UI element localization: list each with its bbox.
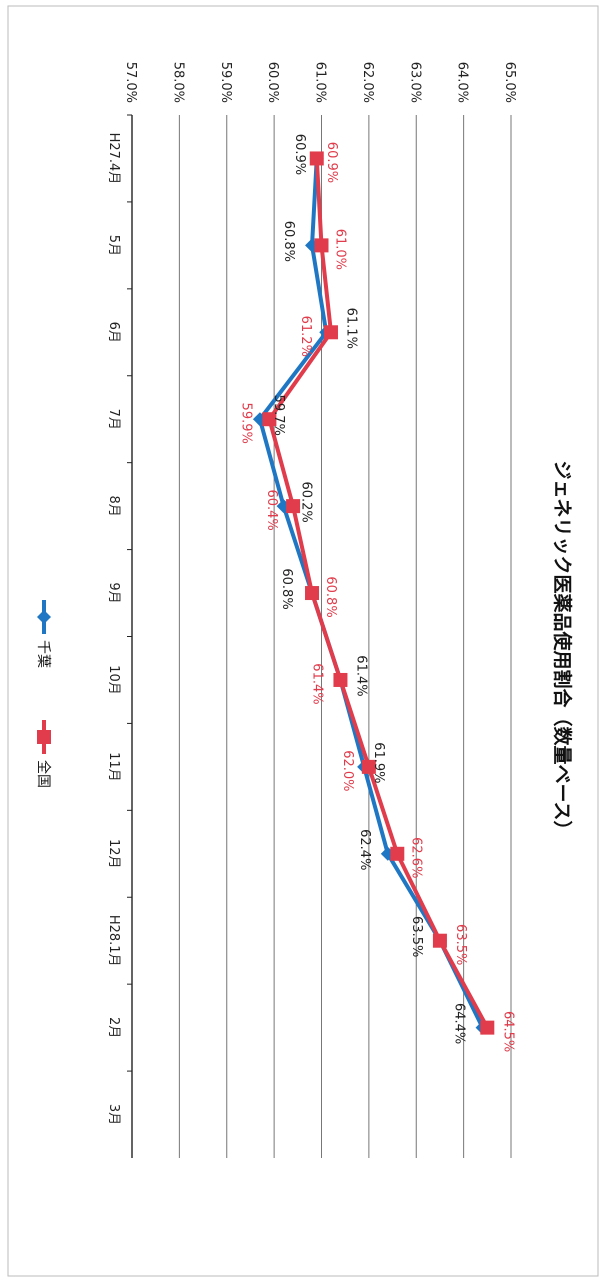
x-tick-label: H28.1月 bbox=[106, 915, 121, 967]
data-label: 61.4% bbox=[353, 655, 368, 696]
data-label: 60.9% bbox=[292, 134, 307, 175]
x-axis-ticks: H27.4月 5月 6月 7月 8月 9月 10月 11月 12月 H28.1月 2月 3月 bbox=[106, 114, 132, 1125]
data-label: 62.6% bbox=[408, 837, 423, 878]
x-tick-label: 12月 bbox=[106, 839, 121, 869]
data-label: 60.4% bbox=[264, 489, 279, 530]
x-tick-label: 9月 bbox=[106, 582, 121, 603]
data-labels: 60.9% 60.8% 61.1% 59.7% 60.2% 60.8% 61.4% 61.9%… bbox=[238, 134, 515, 1052]
y-tick-label: 65.0% bbox=[502, 62, 517, 103]
data-point bbox=[432, 933, 447, 948]
data-label: 61.9% bbox=[371, 742, 386, 783]
x-tick-label: 8月 bbox=[106, 495, 121, 516]
data-label: 60.2% bbox=[299, 481, 314, 522]
data-point bbox=[323, 325, 338, 340]
data-point bbox=[286, 499, 301, 514]
data-point bbox=[333, 672, 348, 687]
data-point bbox=[305, 586, 320, 601]
data-label: 61.2% bbox=[298, 316, 313, 357]
chart-frame bbox=[7, 5, 599, 1277]
y-tick-label: 62.0% bbox=[360, 62, 375, 103]
data-point bbox=[309, 151, 324, 166]
x-tick-label: 3月 bbox=[106, 1104, 121, 1125]
y-tick-label: 58.0% bbox=[170, 62, 185, 103]
y-tick-label: 60.0% bbox=[265, 62, 280, 103]
data-label: 60.9% bbox=[324, 142, 339, 183]
data-label: 64.5% bbox=[500, 1011, 515, 1052]
data-point bbox=[390, 846, 405, 861]
data-point bbox=[314, 238, 329, 253]
data-label: 59.9% bbox=[238, 403, 253, 444]
chart-title: ジェネリック医薬品使用割合（数量ベース） bbox=[551, 460, 574, 839]
legend-label: 全国 bbox=[35, 760, 52, 788]
x-tick-label: 2月 bbox=[106, 1017, 121, 1038]
data-label: 61.1% bbox=[343, 308, 358, 349]
data-point bbox=[262, 412, 277, 427]
series-group bbox=[252, 151, 495, 1035]
data-label: 59.7% bbox=[271, 395, 286, 436]
y-tick-label: 57.0% bbox=[123, 62, 138, 103]
x-tick-label: H27.4月 bbox=[106, 133, 121, 185]
y-tick-label: 63.0% bbox=[407, 62, 422, 103]
x-tick-label: 7月 bbox=[106, 409, 121, 430]
data-label: 62.0% bbox=[340, 750, 355, 791]
data-point bbox=[361, 759, 376, 774]
y-tick-label: 64.0% bbox=[455, 62, 470, 103]
y-tick-label: 59.0% bbox=[218, 62, 233, 103]
y-tick-label: 61.0% bbox=[313, 62, 328, 103]
data-label: 61.0% bbox=[333, 229, 348, 270]
data-label: 60.8% bbox=[279, 568, 294, 609]
legend-label: 千葉 bbox=[35, 640, 51, 668]
legend-marker bbox=[37, 730, 51, 744]
data-label: 60.8% bbox=[281, 221, 296, 262]
data-label: 60.8% bbox=[323, 576, 338, 617]
y-axis-ticks: 57.0% 58.0% 59.0% 60.0% 61.0% 62.0% 63.0% 64.0%… bbox=[123, 62, 517, 103]
x-tick-label: 6月 bbox=[106, 322, 121, 343]
x-tick-label: 11月 bbox=[106, 752, 121, 782]
data-label: 62.4% bbox=[357, 829, 372, 870]
x-tick-label: 10月 bbox=[106, 665, 121, 695]
x-tick-label: 5月 bbox=[106, 235, 121, 256]
data-label: 64.4% bbox=[452, 1003, 467, 1044]
data-point bbox=[480, 1020, 495, 1035]
data-label: 61.4% bbox=[309, 663, 324, 704]
data-label: 63.5% bbox=[453, 924, 468, 965]
data-label: 63.5% bbox=[409, 916, 424, 957]
legend-marker bbox=[37, 610, 51, 624]
